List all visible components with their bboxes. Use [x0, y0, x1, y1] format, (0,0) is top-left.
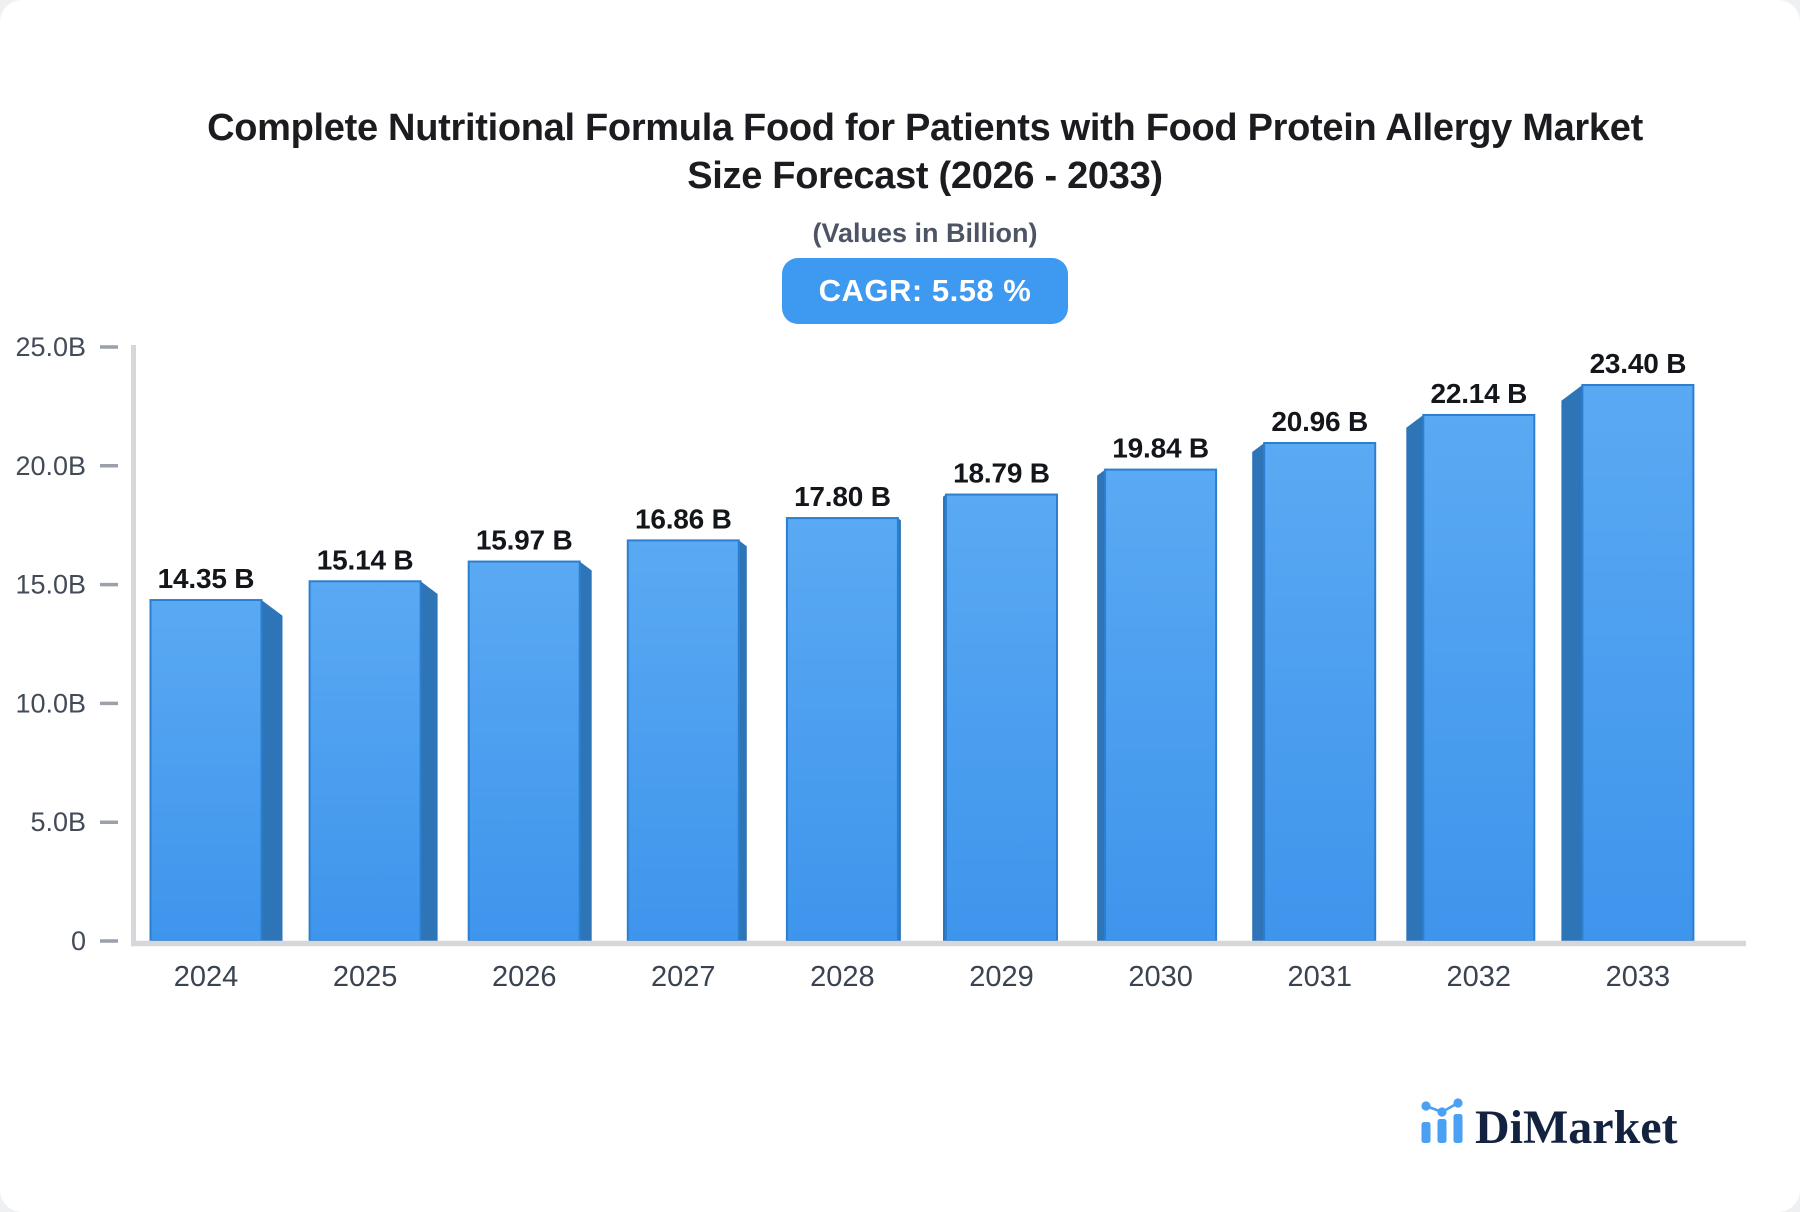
cagr-badge: CAGR: 5.58 % [781, 258, 1069, 324]
bar-value-label: 19.84 B [1112, 433, 1209, 464]
logo-dot [1437, 1107, 1447, 1117]
x-tick-label: 2025 [333, 961, 398, 993]
logo-dot [1453, 1098, 1463, 1108]
bar-side-2026 [579, 561, 592, 941]
x-tick-label: 2030 [1128, 961, 1193, 993]
bar-2028 [785, 517, 899, 943]
chart-title-line1: Complete Nutritional Formula Food for Pa… [207, 107, 1643, 149]
y-tick-label: 20.0B [15, 451, 86, 481]
logo-bar [1421, 1122, 1431, 1143]
bar-2030 [1104, 468, 1218, 942]
bar-value-label: 16.86 B [635, 503, 732, 534]
bar-value-label: 14.35 B [158, 563, 255, 594]
y-tick-label: 10.0B [15, 688, 86, 718]
y-tick-label: 5.0B [30, 807, 86, 837]
cagr-badge-row: CAGR: 5.58 % [50, 258, 1800, 324]
bar-side-2032 [1406, 414, 1424, 941]
bar-value-label: 18.79 B [953, 458, 1050, 489]
bar-2024 [149, 599, 263, 942]
y-tick-label: 25.0B [15, 332, 86, 362]
x-tick-label: 2032 [1447, 961, 1512, 993]
x-tick-label: 2031 [1287, 961, 1352, 993]
chart-title-line2: Size Forecast (2026 - 2033) [687, 155, 1163, 197]
brand-logo: DiMarket [1420, 1095, 1678, 1154]
bar-2025 [308, 580, 422, 943]
bar-value-label: 17.80 B [794, 481, 891, 512]
bar-value-label: 23.40 B [1590, 348, 1687, 379]
bar-value-label: 22.14 B [1430, 378, 1527, 409]
bar-2027 [626, 539, 740, 942]
x-tick-label: 2024 [174, 961, 239, 993]
logo-dot [1421, 1101, 1431, 1111]
y-tick-label: 0 [71, 926, 86, 956]
x-tick-label: 2033 [1606, 961, 1671, 993]
chart-title: Complete Nutritional Formula Food for Pa… [50, 104, 1800, 200]
x-tick-label: 2027 [651, 961, 716, 993]
x-tick-label: 2029 [969, 961, 1034, 993]
bar-2032 [1422, 413, 1536, 942]
bar-value-label: 15.97 B [476, 525, 573, 556]
bar-side-2030 [1097, 469, 1106, 941]
logo-bar [1453, 1114, 1463, 1143]
logo-bar [1437, 1119, 1447, 1143]
bar-2033 [1581, 384, 1695, 942]
bar-side-2033 [1561, 385, 1583, 941]
bar-side-2031 [1252, 442, 1265, 941]
mini-bar-chart-icon [1421, 1098, 1463, 1143]
bar-2029 [945, 493, 1058, 942]
bar-side-2025 [420, 581, 438, 941]
axis-layer: 25.0B 20.0B 15.0B 10.0B 5.0B 0 [15, 332, 1746, 956]
bar-value-label: 15.14 B [317, 544, 414, 575]
x-tick-label: 2028 [810, 961, 875, 993]
y-tick-label: 15.0B [15, 570, 86, 600]
bar-value-label: 20.96 B [1271, 406, 1368, 437]
bar-side-2024 [261, 600, 283, 941]
bar-2031 [1263, 441, 1377, 942]
bar-2026 [467, 560, 581, 942]
x-tick-label: 2026 [492, 961, 557, 993]
brand-name: DiMarket [1475, 1101, 1678, 1154]
bars-layer: 14.35 B 2024 15.14 B 2025 15.97 B 2026 16.86 B… [149, 348, 1695, 993]
bar-side-2027 [738, 540, 747, 941]
chart-subtitle: (Values in Billion) [812, 218, 1038, 248]
